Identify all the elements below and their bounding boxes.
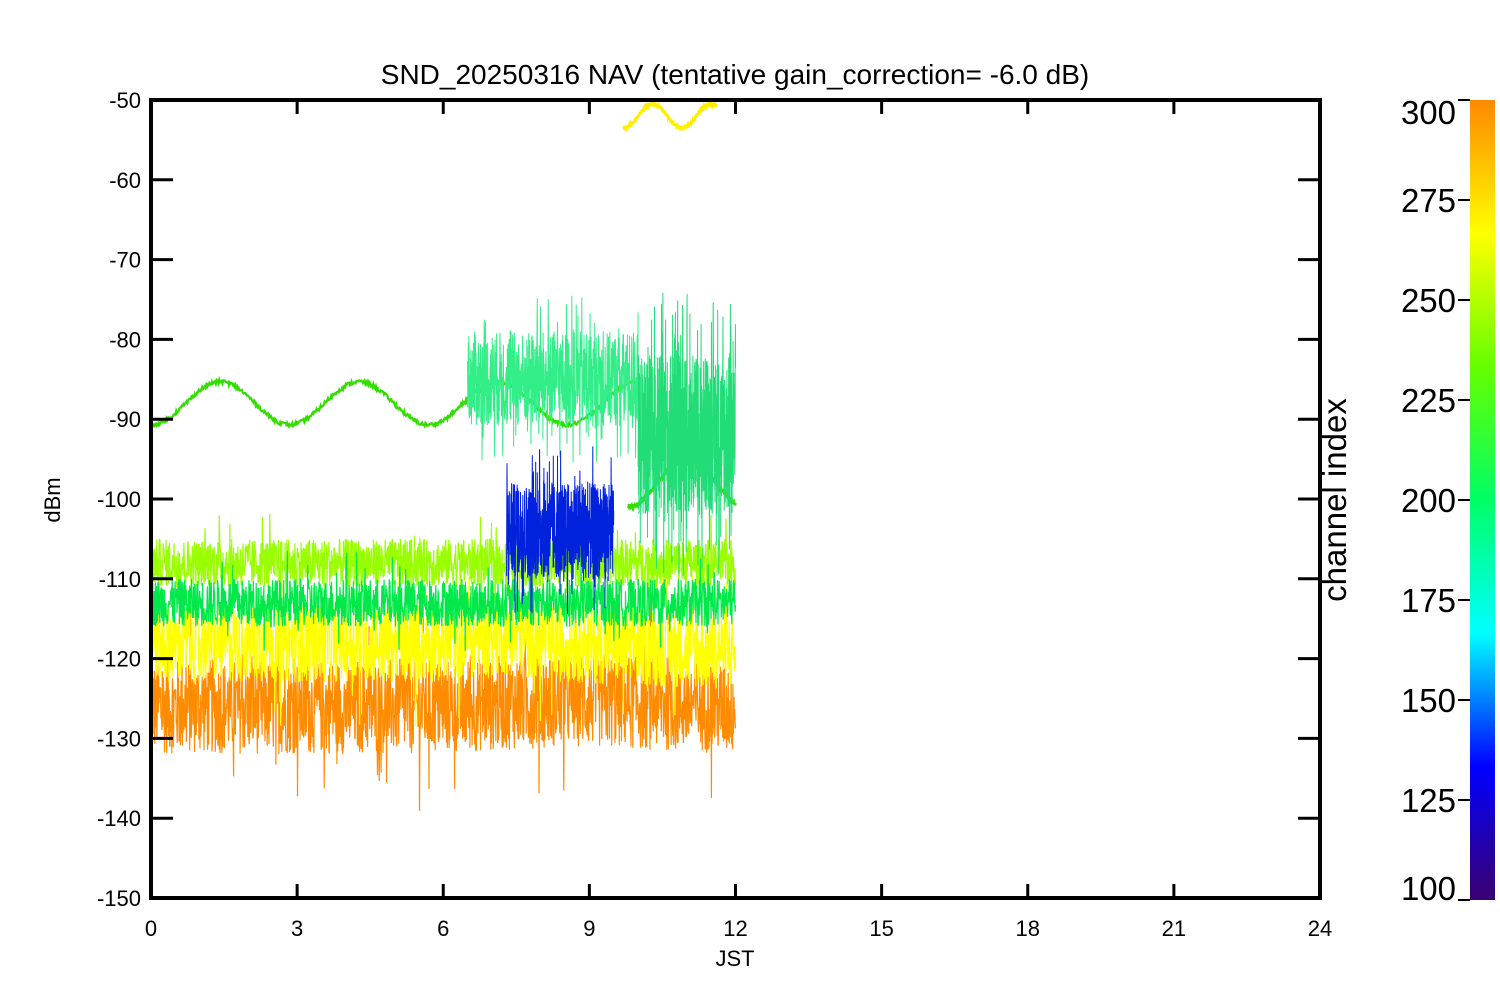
colorbar-tick-label: 175 — [1401, 582, 1456, 619]
series-line — [151, 598, 737, 811]
colorbar — [1470, 100, 1495, 900]
y-tick-label: -100 — [97, 487, 141, 512]
x-tick-label: 3 — [291, 916, 303, 941]
y-tick-label: -50 — [109, 88, 141, 113]
x-tick-label: 0 — [145, 916, 157, 941]
series-line — [151, 550, 737, 651]
series-line — [637, 292, 736, 577]
series-line — [622, 100, 718, 133]
series-line — [151, 563, 737, 727]
x-tick-label: 21 — [1162, 916, 1186, 941]
plot-frame — [149, 98, 1322, 900]
x-tick-label: 15 — [869, 916, 893, 941]
series-line — [151, 375, 639, 430]
series-line — [151, 512, 737, 616]
y-tick-label: -120 — [97, 647, 141, 672]
y-tick-label: -70 — [109, 248, 141, 273]
y-tick-label: -80 — [109, 327, 141, 352]
colorbar-tick-label: 250 — [1401, 282, 1456, 319]
colorbar-tick-label: 125 — [1401, 782, 1456, 819]
colorbar-ticks: 300 275 250 225 200 175 150 125 100 — [1401, 94, 1470, 907]
y-tick-label: -60 — [109, 168, 141, 193]
colorbar-tick-label: 150 — [1401, 682, 1456, 719]
tick-layer: 0 3 6 9 12 15 18 21 24 -50 -60 -70 -80 -90 -100 -110 -12… — [97, 88, 1332, 941]
colorbar-tick-label: 300 — [1401, 94, 1456, 131]
y-tick-label: -140 — [97, 806, 141, 831]
y-tick-label: -90 — [109, 407, 141, 432]
colorbar-tick-label: 200 — [1401, 482, 1456, 519]
x-tick-label: 24 — [1308, 916, 1332, 941]
colorbar-tick-label: 225 — [1401, 382, 1456, 419]
x-tick-label: 6 — [437, 916, 449, 941]
x-tick-label: 9 — [583, 916, 595, 941]
colorbar-tick-label: 100 — [1401, 870, 1456, 907]
x-tick-label: 12 — [723, 916, 747, 941]
chart-title: SND_20250316 NAV (tentative gain_correct… — [381, 59, 1089, 90]
y-tick-label: -110 — [99, 567, 141, 592]
colorbar-label: channel index — [1316, 398, 1353, 602]
x-axis-label: JST — [715, 946, 754, 971]
series-line — [506, 446, 615, 615]
x-tick-label: 18 — [1016, 916, 1040, 941]
series-layer — [151, 100, 737, 811]
y-axis-label: dBm — [40, 477, 65, 522]
series-line — [467, 295, 639, 463]
y-tick-label: -130 — [97, 726, 141, 751]
y-tick-label: -150 — [97, 886, 141, 911]
colorbar-tick-label: 275 — [1401, 182, 1456, 219]
